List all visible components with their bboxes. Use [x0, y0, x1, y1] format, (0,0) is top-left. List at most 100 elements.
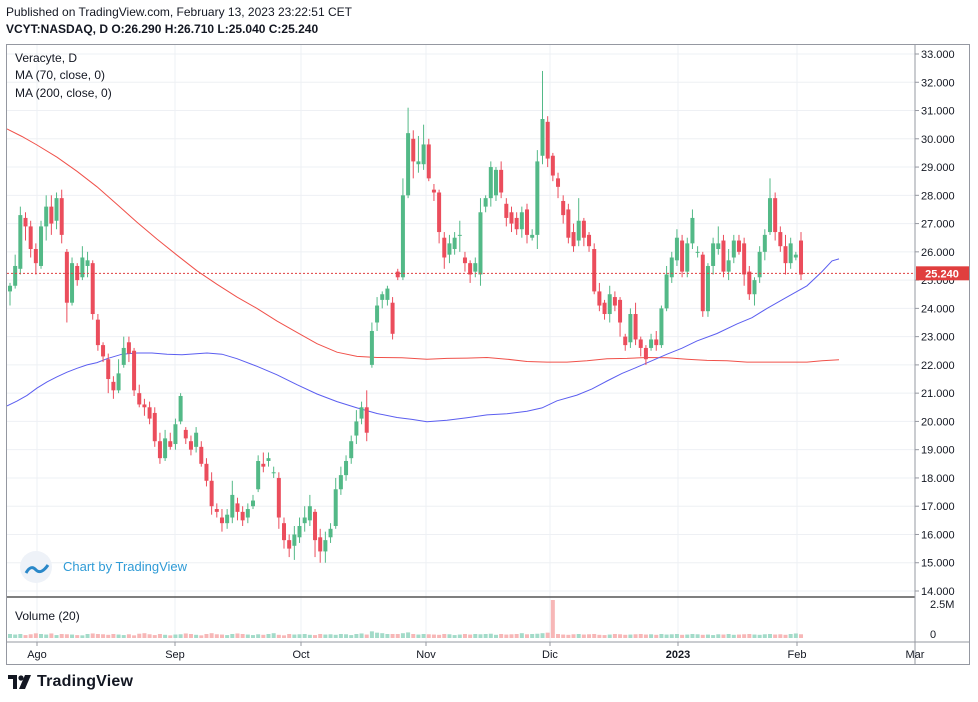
candle: [49, 195, 54, 235]
volume-bar: [168, 635, 173, 638]
volume-bar: [499, 634, 504, 638]
candle: [426, 138, 431, 182]
candle: [618, 297, 623, 337]
volume-bar: [783, 634, 788, 638]
volume-bar: [442, 634, 447, 638]
volume-bar: [592, 634, 597, 638]
legend-ma200: MA (200, close, 0): [15, 86, 112, 100]
candle: [628, 308, 633, 348]
chart-frame[interactable]: 33.000 32.000 31.000 30.000 29.000 28.000 27.0…: [6, 44, 970, 665]
legend-title: Veracyte, D: [15, 51, 77, 65]
candle: [612, 291, 617, 312]
candle: [742, 237, 747, 286]
volume-bar: [711, 635, 716, 638]
candle: [80, 246, 85, 281]
volume-bar: [307, 634, 312, 638]
volume-bar: [773, 634, 778, 638]
volume-bar: [64, 634, 69, 638]
price-tick-label: 17.000: [921, 501, 955, 513]
volume-bar: [778, 634, 783, 638]
candle: [654, 330, 659, 351]
candle: [457, 220, 462, 252]
candle: [721, 234, 726, 278]
price-axis: 33.000 32.000 31.000 30.000 29.000 28.000 27.0…: [915, 49, 955, 598]
candle: [576, 198, 581, 247]
ma200-line: [6, 128, 840, 363]
volume-bar: [80, 635, 85, 638]
volume-bar: [121, 635, 126, 638]
volume-bar: [380, 633, 385, 638]
volume-bar: [282, 635, 287, 638]
candle: [75, 263, 80, 286]
volume-bar: [602, 635, 607, 638]
time-tick-label: Sep: [165, 649, 185, 661]
time-tick-label: Mar: [906, 649, 925, 661]
candle: [157, 432, 162, 464]
candle: [385, 285, 390, 306]
candle: [447, 234, 452, 264]
volume-bar: [318, 634, 323, 638]
candle: [380, 291, 385, 309]
candle: [695, 246, 700, 258]
grid: [7, 45, 916, 642]
candle: [323, 531, 328, 563]
candle: [711, 237, 716, 275]
watermark-text: Chart by TradingView: [63, 559, 188, 574]
volume-bar: [576, 634, 581, 638]
volume-bar: [628, 634, 633, 638]
price-chart[interactable]: 33.000 32.000 31.000 30.000 29.000 28.000 27.0…: [6, 45, 969, 664]
price-tick-label: 20.000: [921, 416, 955, 428]
time-tick-label: Oct: [292, 649, 309, 661]
candle: [767, 178, 772, 235]
volume-bar: [209, 633, 214, 638]
volume-bar: [245, 634, 250, 638]
tradingview-watermark[interactable]: Chart by TradingView: [20, 551, 188, 583]
volume-bar: [736, 634, 741, 638]
candle: [633, 302, 638, 346]
candle: [659, 305, 664, 348]
candle: [95, 314, 100, 351]
volume-label: Volume (20): [15, 609, 80, 623]
candle: [602, 299, 607, 320]
volume-bar: [250, 635, 255, 638]
volume-bar: [618, 634, 623, 638]
price-tick-label: 26.000: [921, 247, 955, 259]
candle: [783, 234, 788, 275]
volume-bar: [8, 634, 12, 638]
volume-bar: [18, 634, 23, 638]
candle: [778, 226, 783, 252]
volume-bar: [545, 632, 550, 638]
candle: [173, 418, 178, 450]
price-tick-label: 21.000: [921, 388, 955, 400]
volume-bar: [726, 634, 731, 638]
candle: [726, 249, 731, 281]
candle: [674, 229, 679, 266]
candle: [525, 203, 529, 244]
candle: [163, 429, 168, 461]
candle: [235, 497, 240, 521]
volume-bar: [488, 633, 493, 638]
candle: [395, 268, 400, 281]
volume-bar: [437, 634, 442, 638]
volume-bar: [799, 634, 804, 638]
candle: [344, 455, 349, 481]
volume-bar: [721, 634, 726, 638]
candle: [199, 441, 204, 467]
candle: [592, 243, 597, 295]
tradingview-logo-icon: [8, 675, 31, 689]
candle: [183, 427, 188, 445]
candle: [649, 333, 654, 351]
volume-bar: [90, 633, 95, 638]
candle: [757, 246, 762, 283]
candle: [18, 206, 23, 275]
volume-bar: [762, 634, 767, 638]
candle: [266, 452, 271, 467]
candle: [442, 232, 447, 269]
volume-bar: [452, 635, 457, 638]
candle: [587, 232, 592, 252]
volume-bar: [328, 634, 333, 638]
volume-bar: [597, 634, 602, 638]
volume-axis: 2.5M 0: [930, 599, 954, 641]
footer-logo[interactable]: TradingView: [8, 673, 133, 691]
candle: [364, 390, 369, 442]
